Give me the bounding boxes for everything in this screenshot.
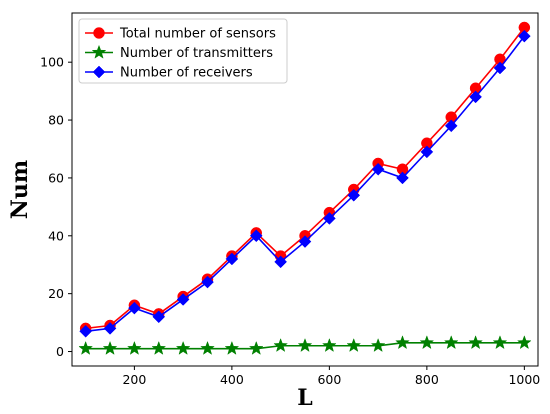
data-point [468, 335, 483, 350]
data-point [322, 338, 337, 352]
data-point [102, 340, 118, 355]
legend-label: Total number of sensors [119, 27, 276, 42]
data-point [127, 340, 142, 355]
axis-ticks: 200 400 600 800 1000 0 20 40 60 80 100 [40, 55, 540, 387]
data-point [224, 340, 240, 355]
data-point [249, 229, 263, 243]
data-point [225, 252, 239, 266]
data-point [420, 145, 434, 159]
x-tick-label: 800 [415, 372, 439, 387]
plot-data-layer [78, 21, 532, 355]
data-point [274, 255, 287, 269]
data-point [469, 90, 482, 104]
data-point [78, 340, 94, 355]
y-tick-label: 20 [48, 286, 64, 301]
data-point [443, 335, 459, 350]
data-point [152, 310, 166, 324]
x-tick-label: 600 [317, 372, 341, 387]
legend-label: Number of transmitters [120, 46, 273, 61]
data-point [175, 340, 191, 355]
data-point [176, 293, 190, 306]
x-tick-label: 400 [220, 372, 244, 387]
legend-entry: Total number of sensors [85, 27, 276, 42]
legend-entry: Number of receivers [85, 66, 253, 81]
legend-marker [93, 27, 105, 39]
data-point [371, 162, 385, 176]
series-2 [78, 335, 532, 355]
data-point [128, 301, 141, 315]
data-point [103, 322, 117, 335]
data-point [419, 335, 435, 350]
data-point [323, 212, 336, 225]
y-axis-title: Num [7, 160, 33, 219]
y-tick-label: 0 [56, 344, 64, 359]
data-point [516, 335, 532, 350]
x-axis-title: L [297, 385, 312, 411]
x-tick-label: 200 [122, 372, 146, 387]
data-point [201, 275, 214, 289]
data-point [444, 119, 458, 133]
data-point [517, 29, 531, 43]
data-point [346, 338, 362, 352]
series-3 [79, 29, 531, 338]
data-point [492, 335, 508, 350]
data-point [370, 338, 386, 352]
x-tick-label: 1000 [508, 372, 540, 387]
data-point [248, 340, 264, 355]
y-tick-label: 100 [40, 55, 64, 70]
y-tick-label: 60 [48, 170, 64, 185]
plot-frame [71, 12, 539, 367]
data-point [396, 171, 409, 185]
data-point [273, 338, 288, 352]
y-tick-label: 40 [48, 228, 64, 243]
legend-box [78, 18, 288, 84]
data-point [395, 335, 410, 350]
legend-marker [91, 44, 107, 59]
data-point [151, 340, 167, 355]
data-point [79, 324, 93, 338]
data-point [298, 235, 312, 248]
legend: Total number of sensors Number of transmi… [78, 18, 288, 84]
data-point [493, 61, 507, 75]
legend-label: Number of receivers [120, 66, 253, 81]
y-tick-label: 80 [48, 113, 64, 128]
legend-marker [92, 65, 106, 79]
data-point [347, 188, 361, 202]
data-point [297, 338, 313, 352]
data-point [200, 340, 215, 355]
legend-entry: Number of transmitters [85, 44, 273, 61]
